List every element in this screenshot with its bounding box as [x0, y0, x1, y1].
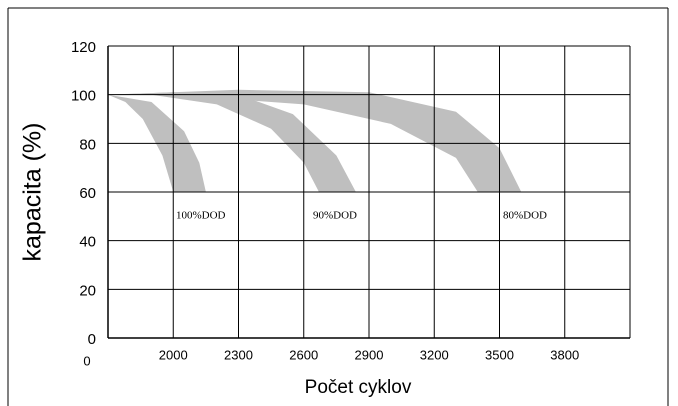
- band-label: 100%DOD: [176, 210, 226, 222]
- x-tick-label: 2000: [159, 347, 188, 362]
- dod-band: [108, 92, 356, 192]
- y-axis-label: kapacita (%): [19, 123, 47, 262]
- x-axis-label: Počet cyklov: [305, 377, 412, 398]
- plot-area: 0 20 40 60 80 100 120 0 2000 2300 2600 2900 3200 3500…: [71, 39, 631, 368]
- y-tick-label: 40: [79, 234, 96, 251]
- x-tick-label: 2900: [355, 347, 384, 362]
- y-tick-label: 60: [79, 185, 96, 202]
- x-tick-label: 2300: [224, 347, 253, 362]
- x-tick-label: 3800: [550, 347, 579, 362]
- x-tick-label: 3500: [485, 347, 514, 362]
- x-tick-label: 0: [83, 353, 90, 368]
- y-tick-label: 20: [79, 282, 96, 299]
- x-tick-label: 3200: [420, 347, 449, 362]
- y-tick-label: 100: [71, 88, 96, 105]
- dod-band: [108, 89, 522, 192]
- y-tick-label: 120: [71, 39, 96, 56]
- x-tick-label: 2600: [289, 347, 318, 362]
- band-label: 80%DOD: [503, 210, 547, 222]
- y-tick-label: 80: [79, 136, 96, 153]
- y-tick-label: 0: [88, 331, 96, 348]
- band-label: 90%DOD: [313, 210, 357, 222]
